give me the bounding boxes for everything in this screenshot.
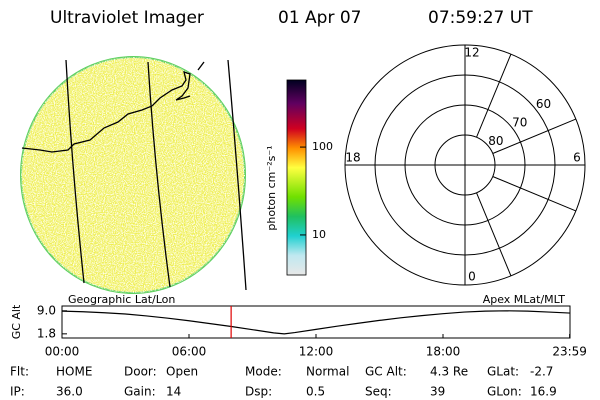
x-tick-label: 18:00	[426, 345, 461, 359]
x-tick-label: 06:00	[172, 345, 207, 359]
field-label: Gain:	[124, 385, 156, 399]
time: 07:59:27 UT	[428, 8, 533, 28]
meridian	[227, 59, 247, 291]
field-label: GLon:	[487, 385, 522, 399]
date: 01 Apr 07	[278, 8, 361, 28]
field-label: Seq:	[365, 385, 392, 399]
altitude-plot: Geographic Lat/Lon Apex MLat/MLT GC Alt …	[10, 293, 587, 359]
field-value: 39	[430, 385, 445, 399]
field-value: 14	[166, 385, 181, 399]
mlt-label: 0	[468, 270, 476, 284]
field-value: Open	[166, 365, 198, 379]
mlt-label: 6	[573, 151, 581, 165]
diagonal-line	[492, 118, 577, 154]
image-noise	[21, 57, 245, 293]
colorbar	[286, 79, 307, 276]
y-tick-label: 9.0	[37, 303, 56, 317]
field-value: 0.5	[306, 385, 325, 399]
field-value: -2.7	[530, 365, 553, 379]
field-label: GC Alt:	[365, 365, 407, 379]
polar-grid	[344, 44, 586, 286]
field-value: 4.3 Re	[430, 365, 468, 379]
field-label: Flt:	[10, 365, 29, 379]
uv-image	[20, 56, 247, 294]
meridian	[147, 61, 171, 288]
mlt-label: 12	[464, 46, 479, 60]
field-value: 16.9	[530, 385, 557, 399]
x-tick-label: 00:00	[45, 345, 80, 359]
x-tick-label: 23:59	[552, 345, 587, 359]
diagonal-line	[476, 192, 512, 277]
altitude-line	[61, 310, 571, 335]
colorbar-ticks: 10 100	[300, 140, 333, 241]
field-label: Dsp:	[245, 385, 272, 399]
status-footer: Flt: HOME IP: 36.0 Door: Open Gain: 14 Mode: Norm…	[10, 365, 557, 399]
right-label: Apex MLat/MLT	[483, 293, 566, 306]
field-label: Door:	[124, 365, 157, 379]
colorbar-tick-label: 10	[312, 228, 326, 241]
field-label: Mode:	[245, 365, 282, 379]
geo-grid	[21, 59, 247, 291]
lat-label: 80	[488, 134, 503, 148]
field-label: IP:	[10, 385, 25, 399]
lat-label: 70	[512, 115, 527, 129]
y-tick-label: 1.8	[37, 326, 56, 340]
colorbar-label: photon cm⁻²s⁻¹	[265, 145, 278, 230]
field-value: 36.0	[56, 385, 83, 399]
field-value: Normal	[306, 365, 349, 379]
y-axis-label: GC Alt	[10, 304, 23, 339]
x-tick-label: 12:00	[299, 345, 334, 359]
mlt-label: 18	[345, 151, 360, 165]
lat-label: 60	[536, 97, 551, 111]
diagonal-line	[476, 53, 512, 138]
field-label: GLat:	[487, 365, 519, 379]
title: Ultraviolet Imager	[50, 8, 204, 28]
diagonal-line	[492, 176, 577, 212]
colorbar-tick-label: 100	[312, 140, 333, 153]
coastline	[197, 61, 205, 71]
field-value: HOME	[56, 365, 92, 379]
meridian	[65, 59, 85, 284]
left-label: Geographic Lat/Lon	[68, 293, 175, 306]
coastline	[21, 71, 191, 153]
